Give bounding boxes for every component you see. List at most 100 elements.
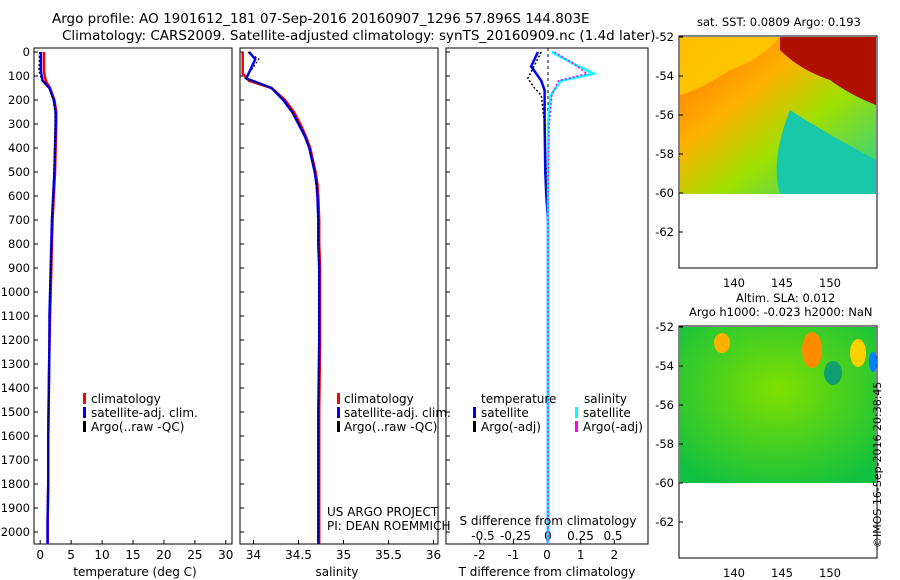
sla-field [680, 327, 876, 483]
temperature-line [38, 51, 56, 544]
depth-tick-label: 100 [8, 69, 30, 83]
sla-map-title-1: Altim. SLA: 0.012 [736, 291, 836, 305]
sst-map-title: sat. SST: 0.0809 Argo: 0.193 [697, 15, 861, 29]
depth-tick-label: 0 [23, 45, 30, 59]
x-tick-label: 30 [218, 548, 233, 562]
difference-x-axis: -2 -1 0 1 2 [474, 540, 618, 562]
depth-tick-label: 1800 [1, 477, 30, 491]
x-tick-label: 25 [187, 548, 202, 562]
temperature-xlabel: temperature (deg C) [73, 565, 196, 579]
x-tick-label: 5 [67, 548, 75, 562]
depth-tick-label: 700 [8, 213, 30, 227]
s-tick-label: -0.25 [500, 529, 531, 543]
depth-tick-label: 1000 [1, 285, 30, 299]
temperature-line [39, 52, 57, 544]
depth-tick-label: 2000 [1, 525, 30, 539]
difference-line [547, 51, 589, 544]
lon-tick-label: 150 [819, 566, 841, 580]
legend-swatch-climatology [337, 393, 340, 404]
s-tick-label: 0.5 [603, 529, 622, 543]
x-tick-label: 10 [94, 548, 109, 562]
title-line-2: Climatology: CARS2009. Satellite-adjuste… [62, 28, 656, 44]
difference-line [529, 51, 550, 544]
x-tick-label: 2 [611, 548, 619, 562]
legend-label-t-argo: Argo(-adj) [481, 420, 541, 434]
lat-tick-label: -58 [655, 437, 674, 451]
salinity-xlabel: salinity [315, 565, 358, 579]
salinity-line [241, 52, 322, 544]
depth-tick-label: 1400 [1, 381, 30, 395]
title-line-1: Argo profile: AO 1901612_181 07-Sep-2016… [52, 11, 590, 27]
s-tick-label: 0.25 [567, 529, 594, 543]
lat-tick-label: -56 [655, 108, 674, 122]
depth-axis: 0 100 200 300 400 500 600 700 800 900 1000 1100 1200… [1, 45, 450, 539]
legend-swatch-argo [83, 421, 86, 432]
temperature-x-axis: 0 5 10 15 20 25 30 [36, 540, 233, 562]
legend-label-satellite: satellite-adj. clim. [344, 406, 451, 420]
credit-stamp: ©IMOS 16-Sep-2016 20:38:45 [871, 381, 884, 548]
legend-label-s-argo: Argo(-adj) [583, 420, 643, 434]
legend-label-climatology: climatology [91, 392, 161, 406]
sla-high [802, 332, 822, 368]
pi-note: PI: DEAN ROEMMICH [327, 519, 450, 533]
lon-tick-label: 145 [771, 566, 793, 580]
depth-tick-label: 1100 [1, 309, 30, 323]
legend-label-climatology: climatology [344, 392, 414, 406]
s-tick-label: -0.5 [471, 529, 494, 543]
lat-tick-label: -54 [655, 359, 674, 373]
sla-high [714, 333, 730, 353]
legend-swatch-argo [337, 421, 340, 432]
project-note: US ARGO PROJECT [327, 505, 439, 519]
x-tick-label: 35.5 [375, 548, 402, 562]
temperature-panel-frame [33, 47, 233, 545]
legend-label-s-satellite: satellite [583, 406, 631, 420]
lon-tick-label: 145 [771, 276, 793, 290]
lat-tick-label: -52 [655, 30, 674, 44]
x-tick-label: 1 [577, 548, 585, 562]
legend-swatch-s-argo [575, 421, 578, 432]
lat-tick-label: -56 [655, 398, 674, 412]
sst-x-axis: 140 145 150 [723, 276, 841, 290]
legend-swatch-s-satellite [575, 407, 578, 418]
x-tick-label: 0 [543, 548, 551, 562]
depth-tick-label: 500 [8, 165, 30, 179]
legend-label-t-satellite: satellite [481, 406, 529, 420]
salinity-line [244, 51, 320, 544]
sst-warm-region [780, 37, 876, 105]
temperature-series [38, 51, 58, 544]
x-tick-label: 34 [246, 548, 261, 562]
lat-tick-label: -54 [655, 69, 674, 83]
salinity-x-axis: 34 34.5 35 35.5 36 [246, 540, 441, 562]
lat-tick-label: -60 [655, 186, 674, 200]
depth-tick-label: 600 [8, 189, 30, 203]
depth-tick-label: 1600 [1, 429, 30, 443]
sla-y-axis: -52 -54 -56 -58 -60 -62 [655, 320, 683, 529]
sla-high [850, 339, 866, 367]
depth-tick-label: 1900 [1, 501, 30, 515]
x-tick-label: 15 [125, 548, 140, 562]
sst-mid-region [680, 37, 780, 95]
depth-tick-label: 1700 [1, 453, 30, 467]
lat-tick-label: -62 [655, 515, 674, 529]
x-tick-label: -1 [507, 548, 519, 562]
depth-tick-label: 800 [8, 237, 30, 251]
lat-tick-label: -60 [655, 476, 674, 490]
legend-swatch-satellite [337, 407, 340, 418]
difference-series [526, 50, 598, 544]
sst-map [678, 35, 878, 269]
sla-low [869, 352, 877, 372]
depth-tick-label: 200 [8, 93, 30, 107]
legend-title-salinity: salinity [584, 392, 627, 406]
x-tick-label: 0 [36, 548, 44, 562]
x-tick-label: -2 [474, 548, 486, 562]
sst-cold-region [776, 110, 876, 194]
depth-tick-label: 1500 [1, 405, 30, 419]
legend-title-temperature: temperature [481, 392, 556, 406]
lat-tick-label: -62 [655, 225, 674, 239]
temperature-legend: climatology satellite-adj. clim. Argo(..… [83, 392, 198, 434]
legend-swatch-t-argo [473, 421, 476, 432]
sst-y-axis: -52 -54 -56 -58 -60 -62 [655, 30, 683, 239]
legend-swatch-climatology [83, 393, 86, 404]
sla-low [824, 361, 842, 385]
